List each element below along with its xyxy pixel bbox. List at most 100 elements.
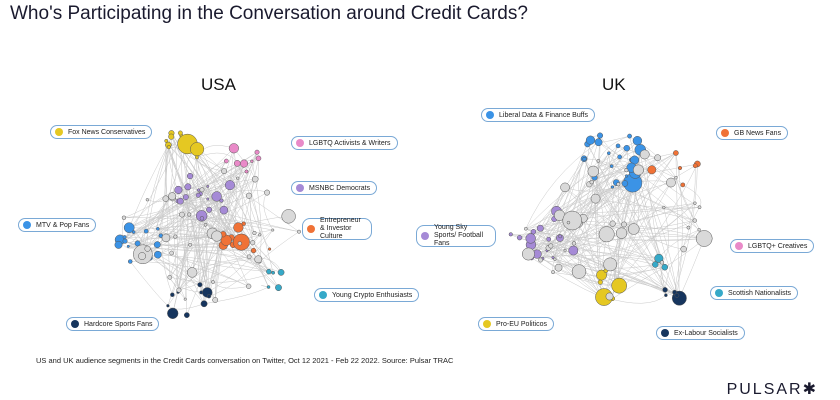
uk-edge xyxy=(587,143,678,296)
uk-legend-ex-labour: Ex-Labour Socialists xyxy=(656,326,745,340)
uk-edge xyxy=(674,207,700,293)
usa-node xyxy=(251,175,259,183)
usa-edge xyxy=(207,152,258,293)
usa-node xyxy=(211,280,215,284)
usa-edge xyxy=(180,132,188,316)
uk-edge xyxy=(548,182,633,240)
usa-edge xyxy=(165,224,206,239)
usa-node xyxy=(220,234,232,246)
usa-node xyxy=(275,284,282,291)
usa-node xyxy=(266,285,271,289)
uk-edge xyxy=(612,186,700,230)
usa-legend-entrepreneur: Entrepreneur & Investor Culture xyxy=(302,217,372,240)
usa-edge xyxy=(119,189,203,240)
uk-edge xyxy=(564,187,667,296)
usa-edge xyxy=(129,215,202,228)
uk-edge xyxy=(550,245,659,259)
uk-edge xyxy=(510,218,555,235)
uk-edge xyxy=(612,266,665,299)
usa-edge xyxy=(200,148,235,293)
uk-node xyxy=(625,174,629,178)
legend-dot-icon xyxy=(715,289,723,297)
usa-node xyxy=(144,245,151,252)
usa-edge xyxy=(133,161,252,233)
usa-node xyxy=(123,222,135,234)
usa-node xyxy=(190,142,205,157)
usa-node xyxy=(240,159,249,168)
usa-edge xyxy=(130,261,169,306)
usa-node xyxy=(168,192,177,201)
usa-node xyxy=(199,187,205,193)
uk-edge xyxy=(533,153,609,253)
usa-node xyxy=(206,206,213,213)
uk-edge xyxy=(554,212,602,297)
usa-edge xyxy=(201,163,245,216)
uk-legend-sky-sports: Young Sky Sports/ Football Fans xyxy=(416,224,496,247)
uk-node xyxy=(615,143,621,149)
usa-node xyxy=(114,240,123,249)
usa-edge xyxy=(157,136,173,229)
uk-edge xyxy=(626,148,663,263)
usa-edge xyxy=(157,218,244,230)
usa-node xyxy=(167,307,179,319)
uk-node xyxy=(615,227,628,239)
uk-node xyxy=(692,218,697,223)
usa-node xyxy=(271,270,275,275)
usa-node xyxy=(188,242,193,247)
uk-edge xyxy=(682,184,702,208)
usa-node xyxy=(184,183,192,191)
uk-legend-pro-eu: Pro-EU Politicos xyxy=(478,317,554,331)
uk-edge xyxy=(598,135,630,161)
usa-node xyxy=(211,191,222,202)
usa-node xyxy=(258,233,262,237)
usa-node xyxy=(187,212,192,217)
uk-node xyxy=(538,257,543,263)
usa-edge xyxy=(204,286,269,304)
uk-edge xyxy=(525,159,635,229)
usa-node xyxy=(195,192,201,198)
uk-edge xyxy=(629,136,666,290)
uk-node xyxy=(566,220,571,225)
uk-edge xyxy=(533,231,705,241)
page-title: Who's Participating in the Conversation … xyxy=(10,3,528,24)
uk-node xyxy=(563,248,567,252)
uk-node xyxy=(548,243,554,249)
uk-node xyxy=(692,163,698,169)
usa-edge xyxy=(189,214,196,273)
uk-node xyxy=(536,224,544,232)
usa-edge xyxy=(180,214,193,273)
uk-node xyxy=(652,261,659,268)
uk-node xyxy=(639,149,650,160)
uk-node xyxy=(610,185,615,189)
uk-edge xyxy=(593,171,656,265)
usa-edge xyxy=(207,229,274,293)
legend-dot-icon xyxy=(421,232,429,240)
usa-node xyxy=(266,268,272,275)
uk-node xyxy=(659,260,665,265)
usa-node xyxy=(297,229,301,234)
uk-edge xyxy=(554,218,602,276)
legend-dot-icon xyxy=(319,291,327,299)
uk-edge xyxy=(664,229,700,290)
usa-node xyxy=(169,250,174,256)
usa-node xyxy=(122,235,127,240)
usa-node xyxy=(221,168,227,175)
usa-node xyxy=(121,215,127,220)
usa-edge xyxy=(171,196,179,293)
usa-legend-sports: Hardcore Sports Fans xyxy=(66,317,160,331)
usa-node xyxy=(200,300,208,308)
uk-node xyxy=(680,245,687,253)
uk-node xyxy=(596,159,601,163)
uk-edge xyxy=(530,238,666,291)
usa-node xyxy=(254,149,260,155)
uk-node xyxy=(516,235,523,241)
uk-node xyxy=(628,223,640,235)
usa-legend-lgbtq: LGBTQ Activists & Writers xyxy=(291,136,398,150)
uk-node xyxy=(697,205,702,210)
uk-node xyxy=(697,228,701,232)
pulsar-logo: PULSAR✱ xyxy=(726,381,818,398)
uk-node xyxy=(568,245,579,256)
uk-edge xyxy=(595,198,700,209)
usa-edge xyxy=(237,163,260,235)
usa-node xyxy=(277,269,285,276)
